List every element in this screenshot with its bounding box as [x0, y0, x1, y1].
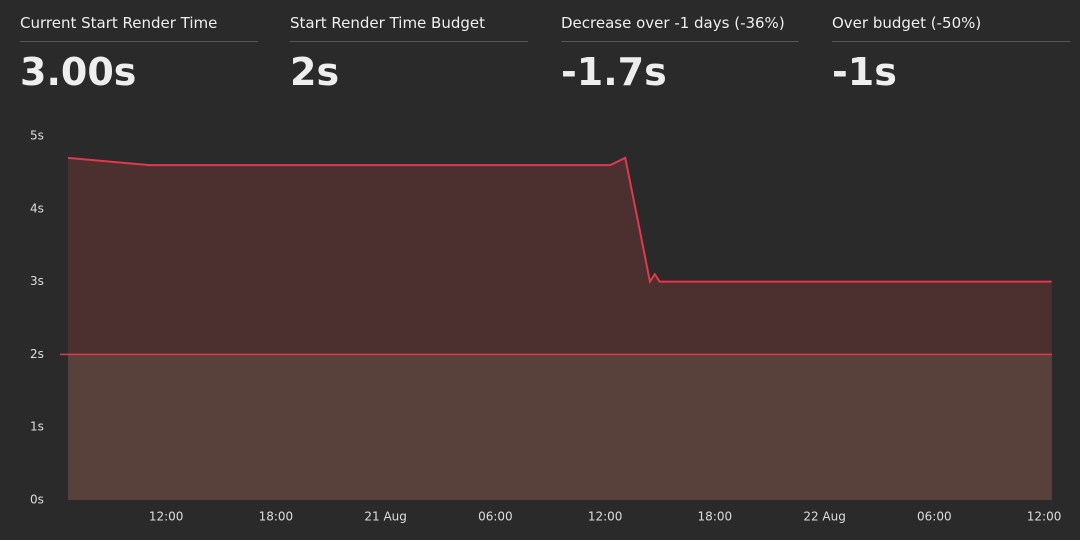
x-tick-label: 22 Aug — [803, 510, 846, 524]
stat: Start Render Time Budget 2s — [290, 14, 528, 94]
line — [67, 156, 1052, 285]
y-tick-label: 5s — [30, 129, 44, 143]
x-tick-label: 21 Aug — [364, 510, 407, 524]
stat-label: Decrease over -1 days (-36%) — [561, 14, 799, 42]
x-tick-label: 06:00 — [478, 510, 513, 524]
stat: Current Start Render Time 3.00s — [20, 14, 258, 94]
x-tick-label: 18:00 — [698, 510, 733, 524]
y-tick-label: 2s — [30, 347, 44, 361]
stat-label: Start Render Time Budget — [290, 14, 528, 42]
budget-area — [68, 354, 1052, 500]
x-tick-label: 12:00 — [1027, 510, 1062, 524]
x-tick-label: 12:00 — [588, 510, 623, 524]
y-tick-label: 4s — [30, 201, 44, 215]
stat-value: -1.7s — [561, 50, 667, 94]
x-tick-label: 06:00 — [917, 510, 952, 524]
stat: Over budget (-50%) -1s — [832, 14, 1070, 94]
x-tick-label: 18:00 — [259, 510, 294, 524]
stat-value: 2s — [290, 50, 340, 94]
stat-value: 3.00s — [20, 50, 137, 94]
y-tick-label: 1s — [30, 420, 44, 434]
stat-value: -1s — [832, 50, 897, 94]
x-tick-label: 12:00 — [149, 510, 184, 524]
y-tick-label: 0s — [30, 493, 44, 507]
stat-label: Over budget (-50%) — [832, 14, 1070, 42]
y-tick-label: 3s — [30, 274, 44, 288]
area-fill — [68, 157, 1052, 500]
stat-label: Current Start Render Time — [20, 14, 258, 42]
stat: Decrease over -1 days (-36%) -1.7s — [561, 14, 799, 94]
